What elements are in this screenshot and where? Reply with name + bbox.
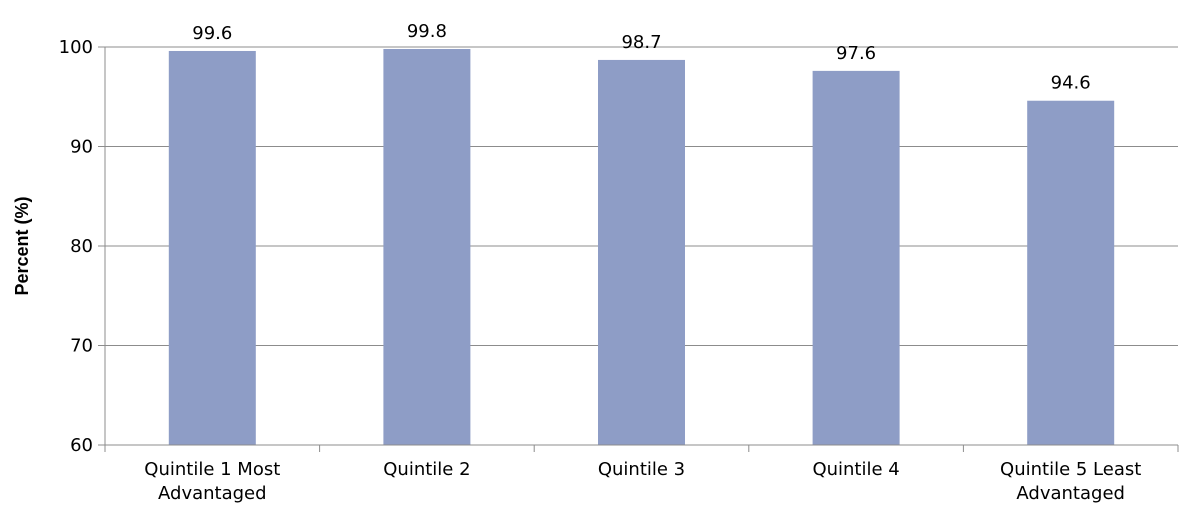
y-tick-label: 60 <box>70 435 93 456</box>
bar <box>383 48 471 446</box>
y-tick-label: 70 <box>70 336 93 357</box>
bar <box>1027 100 1115 445</box>
data-label: 98.7 <box>621 32 661 53</box>
data-labels: 99.6 99.8 98.7 97.6 94.6 <box>192 21 1090 94</box>
x-category-label: Quintile 4 <box>812 459 899 480</box>
y-tick-labels: 60 70 80 90 100 <box>59 37 93 456</box>
y-tick-label: 90 <box>70 137 93 158</box>
bar <box>168 50 256 445</box>
data-label: 94.6 <box>1051 73 1091 94</box>
bar <box>598 59 685 446</box>
y-tick-label: 80 <box>70 236 93 257</box>
x-category-labels: Quintile 1 Most Advantaged Quintile 2 Quint… <box>144 459 1141 504</box>
y-tick-label: 100 <box>59 37 93 58</box>
y-axis-title: Percent (%) <box>12 196 32 295</box>
bar <box>812 70 900 445</box>
data-label: 99.8 <box>407 21 447 42</box>
x-category-label: Quintile 1 Most Advantaged <box>144 459 280 504</box>
x-category-label: Quintile 3 <box>598 459 685 480</box>
x-category-label: Quintile 5 Least Advantaged <box>1000 459 1141 504</box>
axes <box>98 46 1179 452</box>
bars <box>168 48 1115 446</box>
data-label: 97.6 <box>836 43 876 64</box>
data-label: 99.6 <box>192 23 232 44</box>
x-category-label: Quintile 2 <box>383 459 470 480</box>
